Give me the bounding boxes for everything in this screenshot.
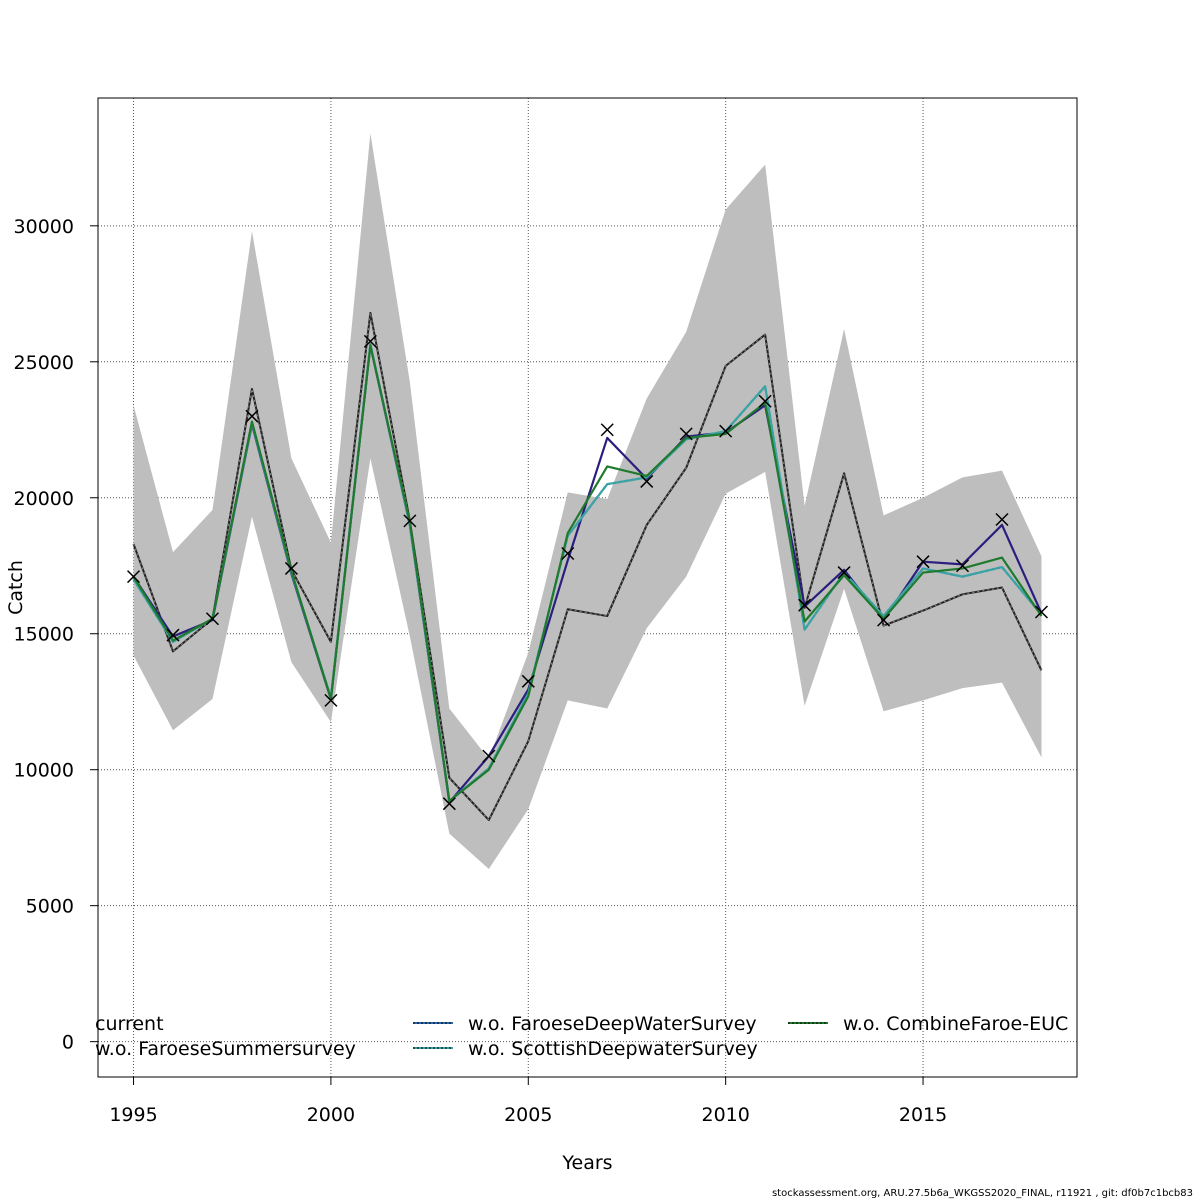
footer-credit: stockassessment.org, ARU.27.5b6a_WKGSS20… [772, 1188, 1193, 1199]
observed-point-stroke [995, 512, 1009, 527]
observed-point-stroke [442, 797, 456, 811]
y-tick-label: 0 [62, 1032, 74, 1054]
observed-point [403, 514, 417, 528]
series-line-0 [132, 311, 1043, 822]
observed-point-stroke [719, 424, 733, 438]
observed-point-stroke [561, 546, 575, 561]
observed-point [798, 598, 812, 612]
observed-point [600, 423, 614, 437]
observed-point [205, 612, 220, 626]
observed-point [561, 546, 575, 561]
legend-label: w.o. CombineFaroe-EUC [843, 1013, 1068, 1035]
observed-point-stroke [166, 628, 180, 642]
observed-point-stroke [758, 394, 772, 408]
observed-point-stroke [403, 514, 417, 528]
x-tick-label: 2005 [504, 1104, 552, 1126]
x-tick-label: 2015 [899, 1104, 947, 1126]
observed-point [442, 797, 456, 811]
x-tick-label: 1995 [109, 1104, 157, 1126]
observed-point [324, 693, 338, 707]
observed-point-stroke [600, 423, 614, 437]
legend-label: w.o. FaroeseSummersurvey [95, 1038, 356, 1060]
series-line-4 [132, 344, 1043, 803]
observed-point-stroke [126, 570, 141, 584]
observed-point [521, 674, 535, 688]
observed-point-stroke [1034, 605, 1049, 619]
y-tick-label: 5000 [26, 896, 74, 918]
observed-point [679, 427, 693, 441]
observed-point [482, 749, 496, 763]
y-tick-label: 25000 [14, 352, 74, 374]
observed-point [837, 566, 851, 580]
x-tick-label: 2010 [701, 1104, 749, 1126]
plot-frame [97, 97, 1078, 1078]
observed-markers [126, 334, 1049, 811]
observed-point-stroke [245, 409, 259, 423]
observed-point [245, 409, 259, 423]
y-tick-label: 10000 [14, 760, 74, 782]
observed-point-stroke [640, 474, 654, 488]
observed-point [284, 561, 298, 575]
observed-point [363, 334, 377, 348]
observed-point [758, 394, 772, 408]
observed-point-stroke [916, 555, 930, 569]
y-axis-title: Catch [5, 560, 27, 615]
y-tick-label: 20000 [14, 488, 74, 510]
observed-point [995, 512, 1009, 527]
observed-point-stroke [363, 334, 377, 348]
observed-point [1034, 605, 1049, 619]
observed-point [166, 628, 180, 642]
legend: current w.o. FaroeseSummersurvey w.o. Faro… [95, 1013, 1068, 1060]
y-tick-label: 15000 [14, 624, 74, 646]
x-tick-label: 2000 [307, 1104, 355, 1126]
observed-point-stroke [798, 598, 812, 612]
observed-point [877, 613, 891, 627]
x-axis: 1995 2000 2005 2010 2015 [109, 1077, 947, 1126]
observed-point-stroke [482, 749, 496, 763]
legend-label: w.o. FaroeseDeepWaterSurvey [468, 1013, 757, 1035]
observed-point-stroke [284, 561, 298, 575]
observed-point-stroke [679, 427, 693, 441]
x-axis-title: Years [561, 1152, 612, 1174]
observed-point [640, 474, 654, 488]
observed-point-stroke [324, 693, 338, 707]
legend-label: w.o. ScottishDeepwaterSurvey [468, 1038, 758, 1060]
y-axis: 0 5000 10000 15000 20000 25000 30000 [14, 216, 98, 1054]
observed-point-stroke [837, 566, 851, 580]
legend-label: current [95, 1013, 164, 1035]
series-lines [132, 311, 1043, 822]
observed-point-stroke [521, 674, 535, 688]
observed-point [955, 559, 970, 573]
observed-point [126, 570, 141, 584]
observed-point [719, 424, 733, 438]
observed-point [916, 555, 930, 569]
y-tick-label: 30000 [14, 216, 74, 238]
observed-point-stroke [877, 613, 891, 627]
observed-point-stroke [955, 559, 970, 573]
observed-point-stroke [205, 612, 220, 626]
